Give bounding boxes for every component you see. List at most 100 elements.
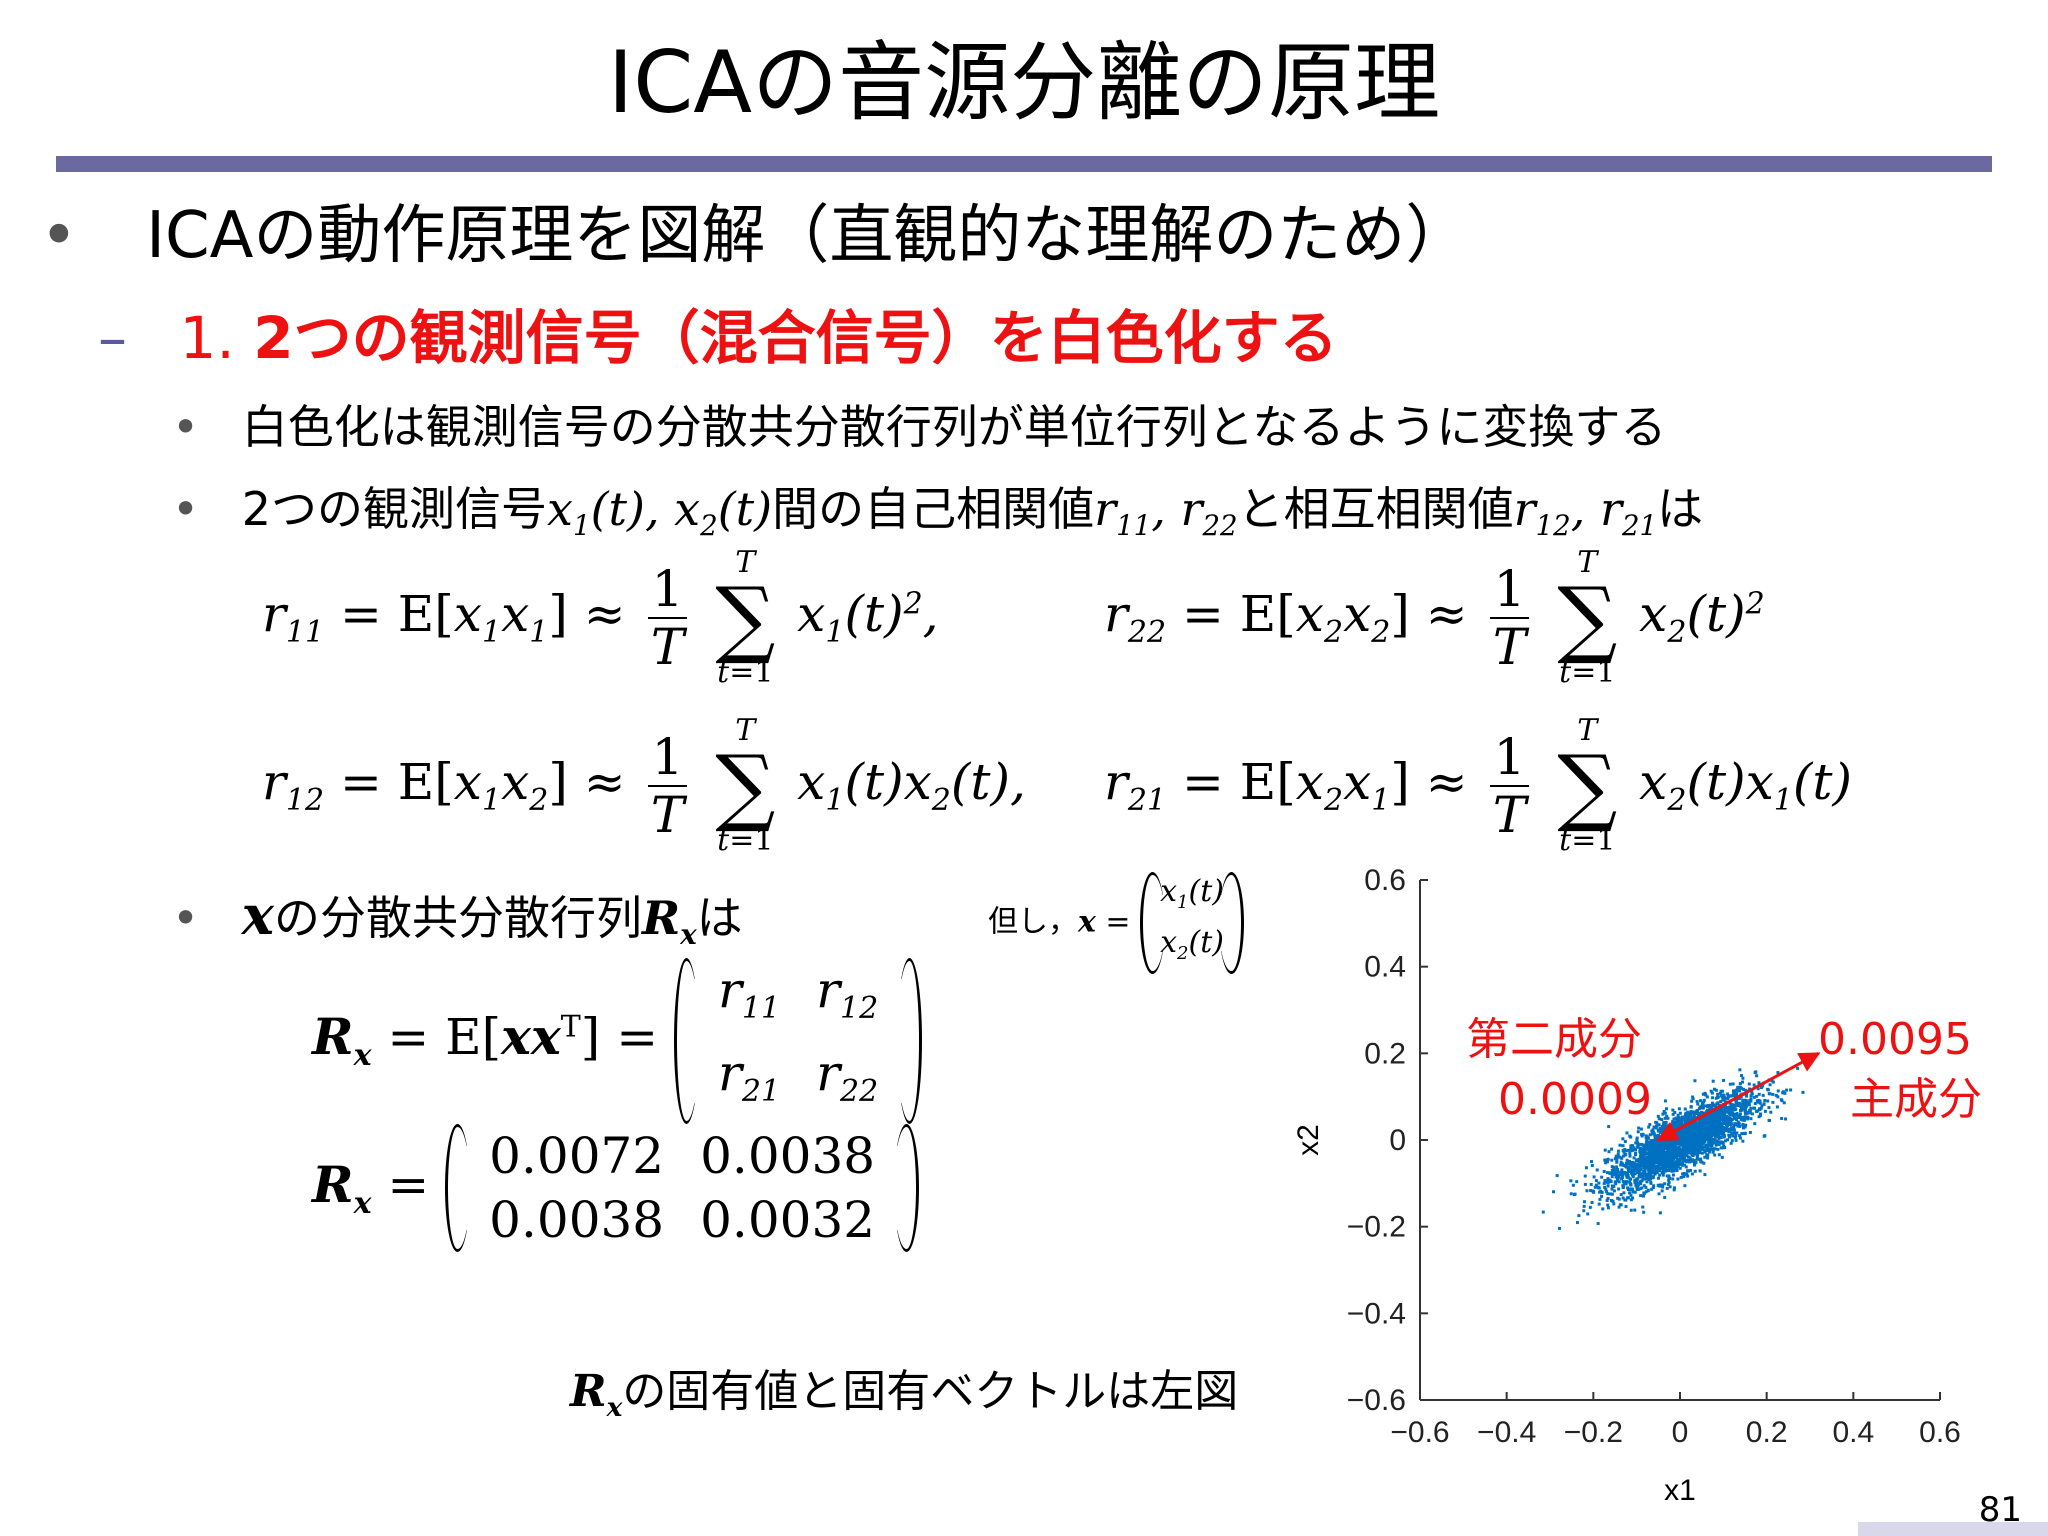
scatter-point [1696, 1151, 1700, 1155]
scatter-point [1648, 1123, 1652, 1127]
scatter-point [1649, 1144, 1653, 1148]
scatter-point [1675, 1169, 1679, 1173]
scatter-point [1631, 1168, 1635, 1172]
scatter-point [1658, 1144, 1662, 1148]
scatter-point [1701, 1147, 1705, 1151]
math-r11-r22: r11, r22 [1094, 482, 1238, 543]
scatter-point [1636, 1130, 1640, 1134]
scatter-point [1609, 1199, 1613, 1203]
scatter-point [1594, 1179, 1598, 1183]
scatter-point [1706, 1120, 1710, 1124]
scatter-point [1718, 1126, 1722, 1130]
scatter-point [1633, 1208, 1637, 1212]
scatter-point [1610, 1158, 1614, 1162]
scatter-point [1655, 1161, 1659, 1165]
scatter-point [1626, 1186, 1630, 1190]
scatter-point [1685, 1149, 1689, 1153]
scatter-point [1677, 1121, 1681, 1125]
scatter-point [1610, 1192, 1614, 1196]
scatter-point [1682, 1149, 1686, 1153]
scatter-point [1689, 1135, 1693, 1139]
scatter-point [1730, 1126, 1734, 1130]
scatter-point [1619, 1203, 1623, 1207]
scatter-point [1690, 1172, 1694, 1176]
scatter-point [1633, 1172, 1637, 1176]
scatter-point [1691, 1095, 1695, 1099]
scatter-point [1582, 1209, 1586, 1213]
scatter-point [1679, 1143, 1683, 1147]
scatter-point [1571, 1183, 1575, 1187]
scatter-point [1683, 1184, 1687, 1188]
scatter-point [1659, 1142, 1663, 1146]
bullet-marker: • [172, 891, 200, 945]
scatter-point [1616, 1196, 1620, 1200]
scatter-point [1619, 1156, 1623, 1160]
scatter-point [1645, 1162, 1649, 1166]
scatter-point [1624, 1164, 1628, 1168]
scatter-point [1708, 1150, 1712, 1154]
bullet-text: 白色化は観測信号の分散共分散行列が単位行列となるように変換する [241, 400, 1667, 454]
scatter-point [1688, 1143, 1692, 1147]
scatter-point [1638, 1165, 1642, 1169]
scatter-point [1630, 1164, 1634, 1168]
scatter-point [1735, 1116, 1739, 1120]
scatter-point [1717, 1153, 1721, 1157]
scatter-point [1575, 1221, 1579, 1225]
scatter-point [1619, 1170, 1623, 1174]
scatter-point [1656, 1155, 1660, 1159]
scatter-point [1662, 1129, 1666, 1133]
scatter-point [1652, 1164, 1656, 1168]
scatter-point [1591, 1189, 1595, 1193]
scatter-point [1625, 1149, 1629, 1153]
scatter-point [1738, 1068, 1742, 1072]
second-component-value: 0.0009 [1498, 1074, 1652, 1125]
scatter-point [1719, 1121, 1723, 1125]
step-number: 1. [179, 304, 254, 372]
scatter-point [1627, 1187, 1631, 1191]
scatter-point [1690, 1132, 1694, 1136]
scatter-point [1685, 1160, 1689, 1164]
scatter-point [1645, 1155, 1649, 1159]
scatter-point [1616, 1178, 1620, 1182]
scatter-point [1652, 1162, 1656, 1166]
scatter-point [1721, 1146, 1725, 1150]
scatter-point [1628, 1151, 1632, 1155]
scatter-point [1698, 1123, 1702, 1127]
scatter-point [1713, 1116, 1717, 1120]
scatter-point [1588, 1205, 1592, 1209]
scatter-point [1719, 1146, 1723, 1150]
scatter-point [1727, 1129, 1731, 1133]
scatter-point [1741, 1118, 1745, 1122]
scatter-point [1616, 1152, 1620, 1156]
scatter-point [1745, 1094, 1749, 1098]
scatter-point [1646, 1176, 1650, 1180]
scatter-point [1673, 1140, 1677, 1144]
scatter-point [1750, 1092, 1754, 1096]
scatter-point [1668, 1163, 1672, 1167]
scatter-point [1718, 1115, 1722, 1119]
scatter-point [1622, 1182, 1626, 1186]
scatter-point [1652, 1170, 1656, 1174]
scatter-point [1673, 1126, 1677, 1130]
scatter-point [1593, 1185, 1597, 1189]
scatter-point [1664, 1139, 1668, 1143]
scatter-point [1664, 1107, 1668, 1111]
scatter-point [1693, 1152, 1697, 1156]
scatter-point [1624, 1198, 1628, 1202]
scatter-point [1628, 1168, 1632, 1172]
scatter-point [1631, 1196, 1635, 1200]
scatter-point [1631, 1175, 1635, 1179]
scatter-point [1634, 1153, 1638, 1157]
bullet-text: ICAの動作原理を図解（直観的な理解のため） [146, 199, 1470, 273]
scatter-point [1606, 1171, 1610, 1175]
scatter-point [1661, 1141, 1665, 1145]
scatter-point [1744, 1110, 1748, 1114]
scatter-point [1572, 1193, 1576, 1197]
scatter-point [1695, 1156, 1699, 1160]
scatter-point [1672, 1154, 1676, 1158]
note-math-x: x [1078, 904, 1096, 940]
scatter-point [1680, 1161, 1684, 1165]
scatter-point [1668, 1176, 1672, 1180]
scatter-point [1678, 1137, 1682, 1141]
scatter-point [1665, 1114, 1669, 1118]
